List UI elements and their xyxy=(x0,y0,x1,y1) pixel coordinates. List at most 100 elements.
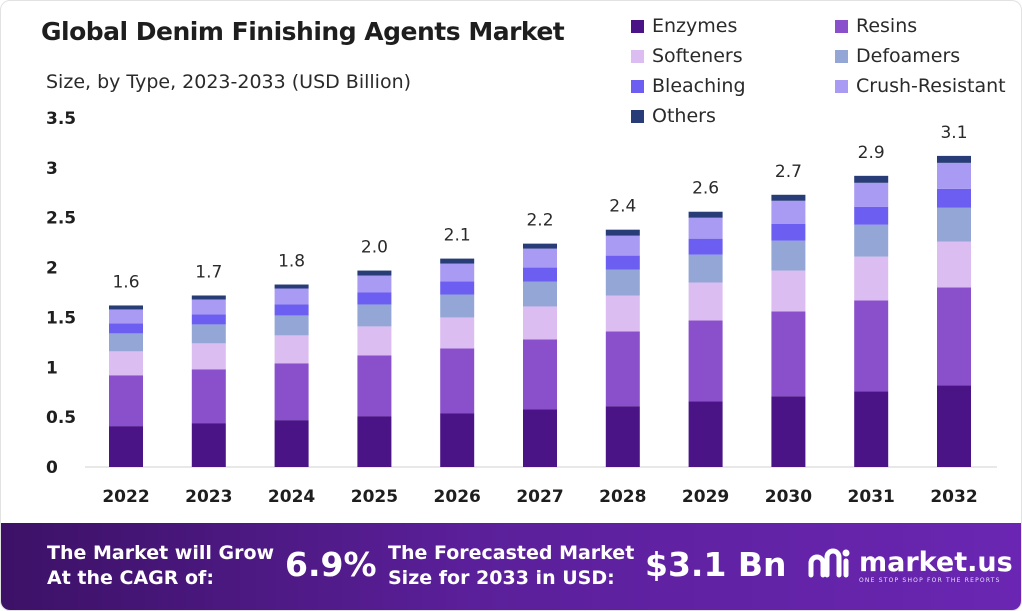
summary-banner: The Market will Grow At the CAGR of: 6.9… xyxy=(1,523,1021,610)
bar-segment-softeners xyxy=(937,241,971,288)
bar-segment-others xyxy=(109,305,143,310)
marketus-logo-icon xyxy=(808,548,850,578)
bar-segment-softeners xyxy=(440,317,475,349)
legend-item-crush-resistant: Crush-Resistant xyxy=(835,75,1006,97)
bar-total-label: 2.1 xyxy=(444,226,471,246)
chart-subtitle: Size, by Type, 2023-2033 (USD Billion) xyxy=(46,71,412,93)
legend-swatch-crush-resistant xyxy=(835,79,848,93)
bar-segment-resins xyxy=(109,375,143,427)
bar-segment-softeners xyxy=(191,343,226,370)
x-tick-label: 2028 xyxy=(599,487,646,507)
bar-total-label: 2.7 xyxy=(775,162,802,182)
bar-segment-defoamers xyxy=(937,207,971,242)
x-tick-label: 2026 xyxy=(434,487,481,507)
bar-segment-bleaching xyxy=(771,223,806,241)
bar-segment-defoamers xyxy=(357,304,392,327)
bar-segment-enzymes xyxy=(771,396,806,467)
bar-segment-others xyxy=(688,211,723,218)
bar-segment-enzymes xyxy=(274,420,309,467)
bar-total-label: 2.9 xyxy=(858,143,885,163)
bar-segment-bleaching xyxy=(191,314,226,325)
bar-segment-softeners xyxy=(771,270,806,312)
bar-segment-others xyxy=(605,229,640,236)
bar-segment-bleaching xyxy=(523,267,557,282)
bar-segment-crush-resistant xyxy=(854,182,889,207)
bar-segment-bleaching xyxy=(937,188,971,208)
legend-label-defoamers: Defoamers xyxy=(856,45,961,67)
bar-segment-others xyxy=(440,258,475,264)
bar-segment-defoamers xyxy=(274,315,309,336)
bar-segment-defoamers xyxy=(191,324,226,344)
x-tick-label: 2030 xyxy=(765,487,812,507)
bar-segment-crush-resistant xyxy=(191,299,226,315)
bar-segment-softeners xyxy=(357,326,392,356)
y-tick-label: 1 xyxy=(46,358,58,378)
legend-item-softeners: Softeners xyxy=(631,45,743,67)
bar-total-label: 2.4 xyxy=(609,197,636,217)
x-tick-label: 2024 xyxy=(268,487,315,507)
bar-segment-defoamers xyxy=(109,333,143,352)
bar-segment-resins xyxy=(605,331,640,407)
x-tick-label: 2025 xyxy=(351,487,398,507)
stacked-bar-chart: 0 0.5 1 1.5 2 2.5 3 3.5 1.6 2022 1.7 2023 1.8 2024 2.0… xyxy=(46,109,997,507)
y-tick-label: 2 xyxy=(46,259,58,279)
cagr-value: 6.9% xyxy=(285,545,377,584)
bar-segment-resins xyxy=(191,369,226,424)
bar-segment-enzymes xyxy=(605,406,640,467)
forecast-caption: The Forecasted Market Size for 2033 in U… xyxy=(388,542,635,589)
bar-segment-crush-resistant xyxy=(109,309,143,324)
bar-segment-enzymes xyxy=(854,391,889,467)
bar-segment-crush-resistant xyxy=(274,288,309,305)
bar-segment-enzymes xyxy=(523,409,557,467)
legend-item-enzymes: Enzymes xyxy=(631,15,737,37)
y-tick-label: 3 xyxy=(46,159,58,179)
bar-segment-softeners xyxy=(854,256,889,301)
y-tick-label: 0.5 xyxy=(46,408,76,428)
bar-segment-defoamers xyxy=(854,224,889,257)
legend-label-others: Others xyxy=(652,105,716,127)
bar-segment-others xyxy=(771,194,806,201)
legend-label-softeners: Softeners xyxy=(652,45,743,67)
bar-segment-crush-resistant xyxy=(605,235,640,256)
bar-segment-bleaching xyxy=(440,281,475,295)
x-tick-label: 2031 xyxy=(848,487,895,507)
bar-segment-enzymes xyxy=(937,385,971,467)
cagr-caption: The Market will Grow At the CAGR of: xyxy=(47,542,275,589)
y-tick-label: 3.5 xyxy=(46,109,76,129)
bar-segment-defoamers xyxy=(440,294,475,318)
bar-segment-resins xyxy=(274,363,309,421)
bar-segment-others xyxy=(191,295,226,300)
bar-segment-softeners xyxy=(605,295,640,332)
bar-segment-softeners xyxy=(688,282,723,321)
bar-segment-crush-resistant xyxy=(688,217,723,239)
x-tick-label: 2022 xyxy=(102,487,149,507)
bar-total-label: 2.6 xyxy=(692,179,719,199)
bar-segment-bleaching xyxy=(854,206,889,225)
x-tick-label: 2023 xyxy=(185,487,232,507)
bar-segment-others xyxy=(274,284,309,289)
legend-item-resins: Resins xyxy=(835,15,917,37)
bar-segment-defoamers xyxy=(605,269,640,296)
bar-segment-enzymes xyxy=(440,413,475,467)
bar-segment-crush-resistant xyxy=(440,263,475,282)
x-tick-label: 2032 xyxy=(930,487,977,507)
bar-total-label: 1.8 xyxy=(278,252,305,272)
y-tick-label: 2.5 xyxy=(46,209,76,229)
bar-segment-resins xyxy=(523,339,557,410)
legend-swatch-bleaching xyxy=(631,79,644,93)
bar-segment-resins xyxy=(854,300,889,392)
bar-segment-bleaching xyxy=(357,292,392,305)
bar-segment-softeners xyxy=(109,351,143,376)
x-tick-label: 2027 xyxy=(516,487,563,507)
bar-segment-defoamers xyxy=(771,240,806,271)
chart-title: Global Denim Finishing Agents Market xyxy=(41,17,565,46)
bar-segment-resins xyxy=(771,311,806,397)
x-tick-label: 2029 xyxy=(682,487,729,507)
bar-segment-resins xyxy=(440,348,475,414)
marketus-logo[interactable]: market.us ONE STOP SHOP FOR THE REPORTS xyxy=(807,545,1013,584)
bar-segment-crush-resistant xyxy=(523,248,557,268)
bar-segment-crush-resistant xyxy=(937,162,971,189)
bar-segment-defoamers xyxy=(688,254,723,283)
y-tick-label: 1.5 xyxy=(46,308,76,328)
y-tick-label: 0 xyxy=(46,458,58,478)
